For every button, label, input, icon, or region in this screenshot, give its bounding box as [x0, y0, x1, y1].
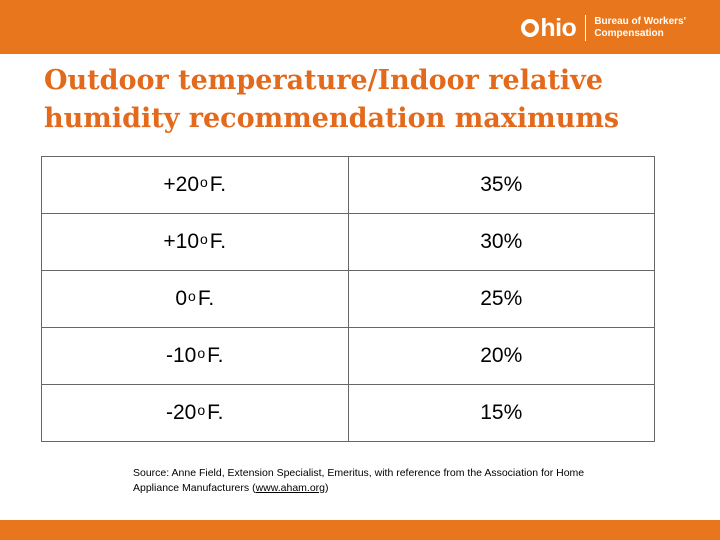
degree-symbol: o: [200, 174, 208, 190]
slide-title: Outdoor temperature/Indoor relative humi…: [44, 65, 620, 134]
humidity-cell: 15%: [347, 384, 656, 442]
ohio-o-icon: [521, 19, 540, 37]
temperature-value: +20: [163, 173, 199, 196]
temperature-value: -10: [166, 344, 197, 367]
logo-divider: [585, 15, 587, 41]
table-row: -10oF. 20%: [41, 327, 656, 385]
degree-symbol: o: [197, 402, 206, 418]
temperature-cell: 0oF.: [41, 270, 349, 328]
header-bar: hio Bureau of Workers' Compensation: [0, 0, 720, 54]
source-text-end: ): [325, 482, 329, 494]
ohio-bwc-logo: hio Bureau of Workers' Compensation: [521, 13, 686, 43]
ohio-wordmark: hio: [521, 13, 577, 43]
temperature-cell: +20oF.: [41, 156, 349, 214]
degree-symbol: o: [200, 231, 208, 247]
table-row: +20oF. 35%: [41, 156, 656, 214]
humidity-cell: 35%: [347, 156, 656, 214]
source-citation: Source: Anne Field, Extension Specialist…: [133, 466, 603, 496]
temperature-value: +10: [163, 230, 199, 253]
aham-link[interactable]: www.aham.org: [255, 482, 326, 494]
humidity-table: +20oF. 35% +10oF. 30% 0oF. 25% -10oF. 20% -20oF.…: [41, 156, 656, 442]
agency-name-line1: Bureau of Workers': [594, 16, 686, 27]
temperature-value: 0: [175, 287, 188, 310]
temperature-unit: F.: [207, 344, 224, 367]
humidity-cell: 25%: [347, 270, 656, 328]
humidity-cell: 20%: [347, 327, 656, 385]
temperature-unit: F.: [197, 287, 215, 310]
humidity-table-body: +20oF. 35% +10oF. 30% 0oF. 25% -10oF. 20% -20oF.…: [41, 156, 656, 442]
ohio-wordmark-text: hio: [540, 13, 577, 42]
temperature-value: -20: [166, 401, 197, 424]
temperature-cell: -10oF.: [41, 327, 349, 385]
agency-name-line2: Compensation: [594, 28, 664, 39]
table-row: +10oF. 30%: [41, 213, 656, 271]
temperature-unit: F.: [209, 173, 227, 196]
temperature-cell: -20oF.: [41, 384, 349, 442]
source-text: Source: Anne Field, Extension Specialist…: [133, 467, 585, 494]
footer-bar: [0, 520, 720, 540]
agency-name: Bureau of Workers' Compensation: [594, 16, 686, 40]
table-row: 0oF. 25%: [41, 270, 656, 328]
temperature-unit: F.: [207, 401, 224, 424]
degree-symbol: o: [188, 288, 196, 304]
humidity-cell: 30%: [347, 213, 656, 271]
temperature-unit: F.: [209, 230, 227, 253]
table-row: -20oF. 15%: [41, 384, 656, 442]
temperature-cell: +10oF.: [41, 213, 349, 271]
degree-symbol: o: [197, 345, 206, 361]
